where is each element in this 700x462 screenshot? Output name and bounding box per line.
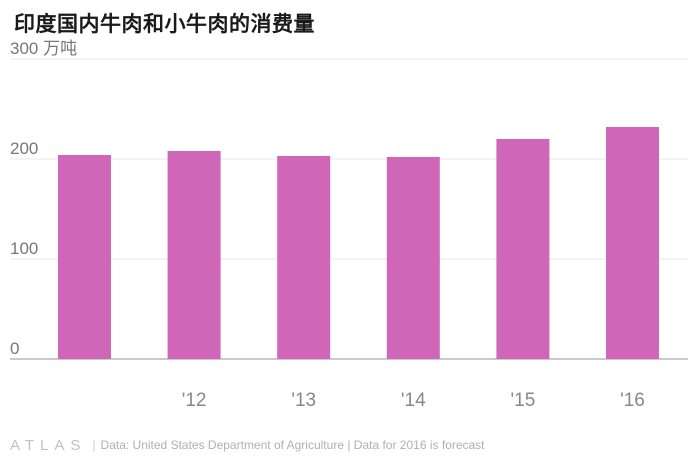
bar [606, 127, 659, 359]
chart-title: 印度国内牛肉和小牛肉的消费量 [14, 12, 315, 36]
x-tick-label: '12 [182, 390, 207, 411]
y-tick-labels: 0 100 200 300 万吨 [10, 39, 77, 358]
atlas-logo: ATLAS [10, 436, 87, 454]
x-tick-labels: '12 '13 '14 '15 '16 [182, 390, 645, 411]
y-tick-label: 200 [10, 139, 38, 158]
bar [386, 157, 440, 359]
y-tick-label: 0 [10, 339, 19, 358]
footer: ATLAS | Data: United States Department o… [10, 436, 485, 454]
x-tick-label: '14 [401, 390, 426, 411]
footer-separator: | [92, 438, 96, 452]
x-tick-label: '13 [291, 390, 316, 411]
x-tick-label: '15 [511, 390, 536, 411]
bar [167, 151, 221, 359]
bars [58, 127, 659, 359]
bar [277, 156, 331, 359]
gridlines [10, 58, 688, 360]
y-tick-label: 100 [10, 239, 38, 258]
x-tick-label: '16 [620, 390, 645, 411]
source-note: Data: United States Department of Agricu… [100, 438, 485, 452]
bar [58, 155, 111, 359]
bar [496, 139, 550, 359]
y-tick-label: 300 万吨 [10, 39, 77, 58]
